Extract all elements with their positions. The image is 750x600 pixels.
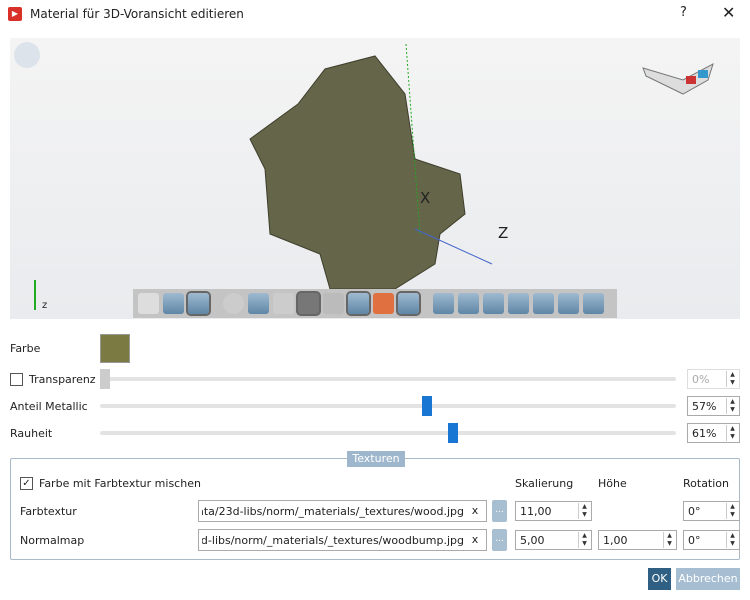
clear-color-texture-button[interactable]: x	[468, 501, 482, 521]
mesh-icon[interactable]	[323, 293, 344, 314]
mini-axis-icon: z	[34, 280, 54, 311]
color-texture-path-input[interactable]: data/23d-libs/norm/_materials/_textures/…	[198, 500, 487, 522]
window-title: Material für 3D-Voransicht editieren	[30, 7, 244, 21]
metallic-slider[interactable]	[100, 404, 676, 408]
title-bar: ▶ Material für 3D-Voransicht editieren ?…	[0, 0, 750, 30]
view-iso-icon[interactable]	[583, 293, 604, 314]
shaded-edges-cylinder-icon[interactable]	[188, 293, 209, 314]
shaded-cylinder-icon[interactable]	[163, 293, 184, 314]
axis-x-label: X	[420, 189, 431, 207]
browse-normal-map-button[interactable]: ...	[492, 529, 507, 551]
texture-cylinder-icon[interactable]	[373, 293, 394, 314]
color-label: Farbe	[10, 342, 41, 355]
solid-box-icon[interactable]	[398, 293, 419, 314]
browse-color-texture-button[interactable]: ...	[492, 500, 507, 522]
view-top-icon[interactable]	[533, 293, 554, 314]
zoom-fit-icon[interactable]	[248, 293, 269, 314]
mix-texture-label: Farbe mit Farbtextur mischen	[39, 477, 201, 490]
transparency-label: Transparenz	[29, 373, 96, 386]
view-back-icon[interactable]	[458, 293, 479, 314]
dimension-toolbar-icon[interactable]	[298, 293, 319, 314]
rotate-icon[interactable]	[273, 293, 294, 314]
metallic-slider-thumb[interactable]	[422, 396, 432, 416]
view-bottom-icon[interactable]	[558, 293, 579, 314]
roughness-label: Rauheit	[10, 427, 53, 440]
wireframe-cylinder-icon[interactable]	[138, 293, 159, 314]
cancel-button[interactable]: Abbrechen	[676, 568, 740, 590]
color-texture-scale-spinbox[interactable]: 11,00 ▲ ▼	[515, 501, 592, 521]
view-toolbar	[133, 289, 617, 318]
view-front-icon[interactable]	[433, 293, 454, 314]
color-texture-rotation-spinbox[interactable]: 0° ▲ ▼	[683, 501, 740, 521]
navigation-sphere-icon[interactable]	[14, 42, 40, 68]
roughness-spinbox[interactable]: 61% ▲ ▼	[687, 423, 740, 443]
view-right-icon[interactable]	[508, 293, 529, 314]
axis-z-label: Z	[498, 224, 509, 242]
close-button[interactable]: ✕	[722, 3, 736, 22]
metallic-label: Anteil Metallic	[10, 400, 88, 413]
normal-map-height-spinbox[interactable]: 1,00 ▲ ▼	[598, 530, 677, 550]
color-texture-label: Farbtextur	[20, 505, 77, 518]
normal-map-rotation-spinbox[interactable]: 0° ▲ ▼	[683, 530, 740, 550]
view-left-icon[interactable]	[483, 293, 504, 314]
textures-legend: Texturen	[347, 451, 405, 467]
transparency-slider[interactable]	[100, 377, 676, 381]
transparency-slider-thumb[interactable]	[100, 369, 110, 389]
metallic-spinbox[interactable]: 57% ▲ ▼	[687, 396, 740, 416]
normal-map-path-input[interactable]: 3d-libs/norm/_materials/_textures/woodbu…	[198, 529, 487, 551]
help-button[interactable]: ?	[680, 5, 687, 20]
normal-map-label: Normalmap	[20, 534, 85, 547]
scale-column-header: Skalierung	[515, 477, 574, 490]
transparency-checkbox[interactable]	[10, 373, 23, 386]
3d-model	[249, 44, 493, 290]
roughness-slider-thumb[interactable]	[448, 423, 458, 443]
3d-preview-viewport[interactable]: X Z z	[10, 38, 740, 319]
ok-button[interactable]: OK	[648, 568, 671, 590]
transparency-spinbox[interactable]: 0% ▲ ▼	[687, 369, 740, 389]
roughness-slider[interactable]	[100, 431, 676, 435]
app-icon: ▶	[8, 7, 22, 21]
section-icon[interactable]	[348, 293, 369, 314]
normal-map-scale-spinbox[interactable]: 5,00 ▲ ▼	[515, 530, 592, 550]
color-swatch-button[interactable]	[100, 334, 130, 363]
height-column-header: Höhe	[598, 477, 627, 490]
clear-normal-map-button[interactable]: x	[468, 530, 482, 550]
mix-texture-checkbox[interactable]: ✓	[20, 477, 33, 490]
zoom-icon[interactable]	[223, 293, 244, 314]
stereo-glasses-icon[interactable]	[638, 50, 718, 100]
rotation-column-header: Rotation	[683, 477, 730, 490]
